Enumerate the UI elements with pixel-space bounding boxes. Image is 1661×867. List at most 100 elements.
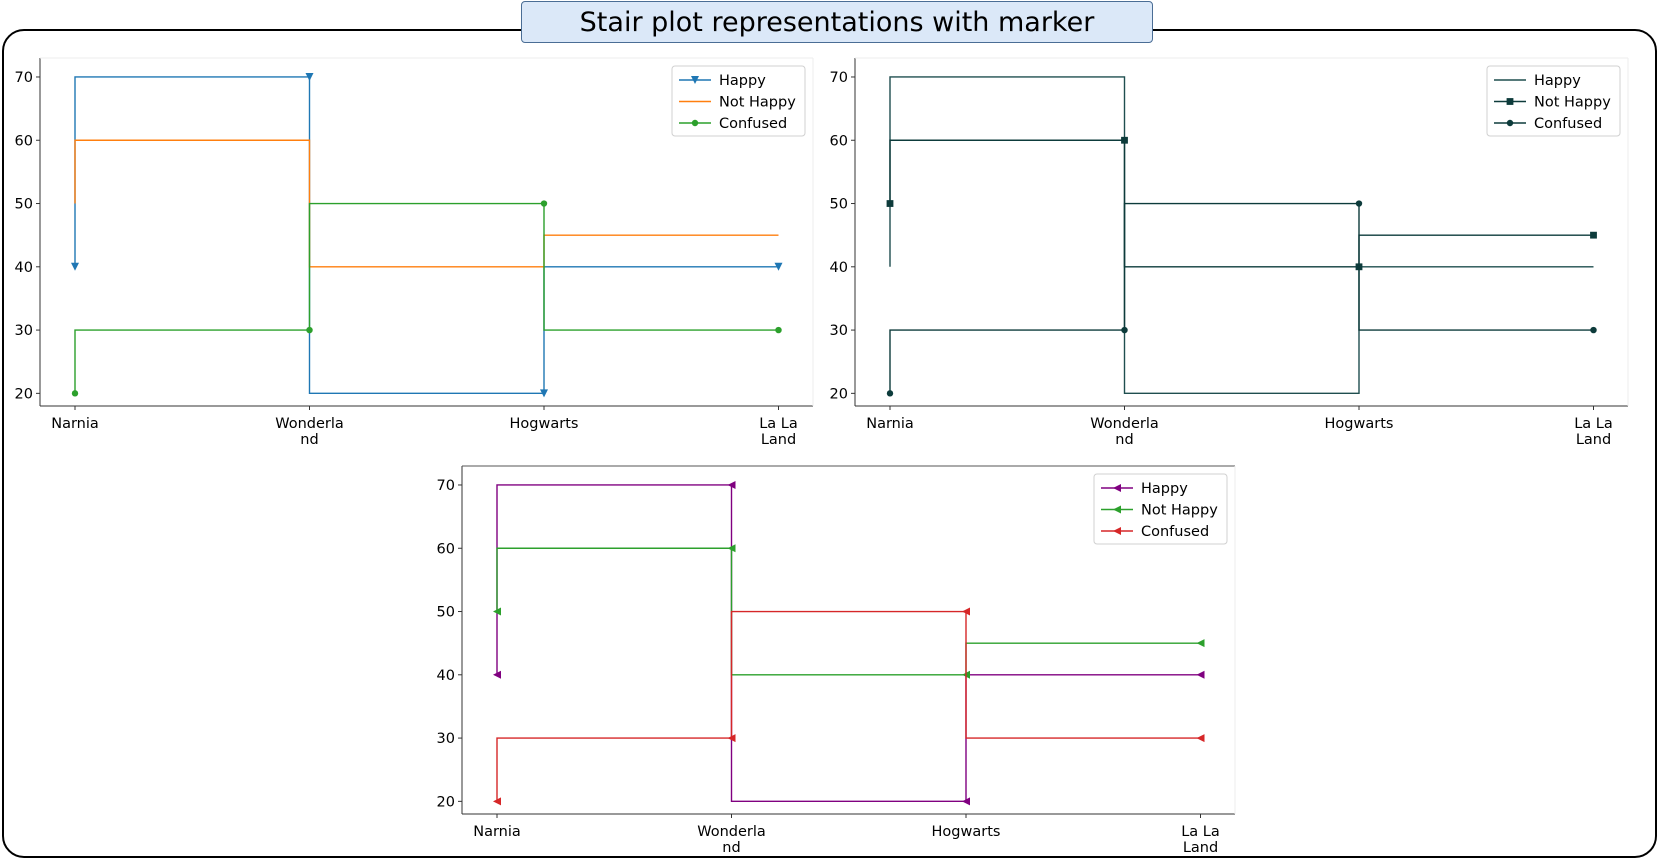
data-point-happy <box>962 797 970 806</box>
legend-box <box>1486 65 1621 137</box>
x-tick-label: Hogwarts <box>1325 416 1394 432</box>
data-point-not-happy <box>493 607 501 616</box>
data-point-happy <box>71 262 79 271</box>
x-tick-label-line: La La <box>759 416 798 432</box>
y-tick-label: 40 <box>830 260 848 276</box>
chart-panel-1: 20 30 40 50 60 70 Narnia Wonderla nd Hogwarts La L… <box>15 57 814 448</box>
data-point-not-happy <box>1121 136 1128 144</box>
y-tick-label: 30 <box>15 323 33 339</box>
x-tick-label-line: Hogwarts <box>1325 416 1394 432</box>
x-tick-label: Wonderla nd <box>1090 416 1159 448</box>
x-tick-label-line: Land <box>1183 840 1218 856</box>
legend: Happy Not Happy Confused <box>1093 473 1228 545</box>
chart-panel-3: 20 30 40 50 60 70 Narnia Wonderla nd Hogwarts La L… <box>437 465 1236 856</box>
legend-swatch-marker <box>1506 119 1514 127</box>
x-tick-label-line: Wonderla <box>275 416 344 432</box>
legend: Happy Not Happy Confused <box>1486 65 1621 137</box>
x-tick-label-line: Wonderla <box>697 824 766 840</box>
legend-label-happy: Happy <box>1534 73 1581 89</box>
x-tick-label-line: Hogwarts <box>510 416 579 432</box>
x-tick-label-line: Narnia <box>473 824 521 840</box>
legend-label-confused: Confused <box>719 116 787 132</box>
data-point-not-happy <box>727 544 736 553</box>
legend: Happy Not Happy Confused <box>671 65 806 137</box>
data-point-happy <box>305 72 314 81</box>
x-tick-label-line: La La <box>1181 824 1220 840</box>
y-tick-label: 20 <box>437 794 455 810</box>
data-point-happy <box>727 480 736 489</box>
y-tick-label: 70 <box>830 70 848 86</box>
y-tick-label: 60 <box>437 541 455 557</box>
legend-swatch-marker <box>691 119 699 127</box>
x-tick-label: Hogwarts <box>932 824 1001 840</box>
x-tick-label: La La Land <box>759 416 798 448</box>
data-point-confused <box>1590 326 1597 334</box>
x-tick-label: Hogwarts <box>510 416 579 432</box>
x-tick-label: Narnia <box>866 416 914 432</box>
chart-panel-2: 20 30 40 50 60 70 Narnia Wonderla nd Hogwarts La L… <box>830 57 1629 448</box>
y-tick-label: 60 <box>15 133 33 149</box>
legend-box <box>1093 473 1228 545</box>
x-tick-label-line: Narnia <box>866 416 914 432</box>
series-confused <box>886 200 1597 397</box>
data-point-confused <box>71 390 79 397</box>
x-tick-label-line: nd <box>300 432 318 448</box>
y-tick-label: 50 <box>830 197 848 213</box>
data-point-confused <box>1121 326 1128 334</box>
series-confused <box>71 200 782 397</box>
data-point-happy <box>540 389 548 398</box>
legend-label-happy: Happy <box>1141 481 1188 497</box>
x-tick-label-line: Narnia <box>51 416 99 432</box>
series-line-confused <box>889 202 1594 394</box>
data-point-not-happy <box>1590 231 1597 239</box>
data-point-confused <box>962 607 970 616</box>
y-tick-label: 20 <box>830 386 848 402</box>
x-tick-label: La La Land <box>1574 416 1613 448</box>
data-point-not-happy <box>1196 639 1205 648</box>
data-point-confused <box>886 390 894 397</box>
series-line-confused <box>74 202 779 394</box>
legend-label-happy: Happy <box>719 73 766 89</box>
data-point-confused <box>493 797 501 806</box>
data-point-not-happy <box>886 200 894 207</box>
legend-label-not-happy: Not Happy <box>719 95 796 111</box>
data-point-confused <box>727 734 736 743</box>
series-confused <box>493 607 1205 806</box>
y-tick-label: 60 <box>830 133 848 149</box>
legend-label-confused: Confused <box>1141 524 1209 540</box>
y-tick-label: 40 <box>437 668 455 684</box>
data-point-confused <box>1355 200 1363 207</box>
x-tick-label-line: La La <box>1574 416 1613 432</box>
data-point-confused <box>306 326 313 334</box>
data-point-happy <box>1196 670 1205 679</box>
y-tick-label: 20 <box>15 386 33 402</box>
data-point-happy <box>774 262 783 271</box>
x-tick-label-line: nd <box>1115 432 1133 448</box>
x-tick-label-line: Wonderla <box>1090 416 1159 432</box>
x-tick-label: Wonderla nd <box>697 824 766 856</box>
x-tick-label-line: Land <box>761 432 796 448</box>
data-point-confused <box>540 200 548 207</box>
y-tick-label: 70 <box>437 478 455 494</box>
legend-swatch-marker <box>691 76 699 84</box>
legend-box <box>671 65 806 137</box>
legend-swatch-marker <box>1113 505 1121 514</box>
y-tick-label: 50 <box>437 605 455 621</box>
data-point-confused <box>1196 734 1205 743</box>
x-tick-label: Wonderla nd <box>275 416 344 448</box>
y-tick-label: 30 <box>830 323 848 339</box>
figure-title: Stair plot representations with marker <box>521 1 1153 43</box>
legend-swatch-marker <box>1506 98 1514 105</box>
y-tick-label: 70 <box>15 70 33 86</box>
series-line-confused <box>496 610 1201 802</box>
x-tick-label: La La Land <box>1181 824 1220 856</box>
figure-frame <box>2 29 1657 858</box>
legend-label-not-happy: Not Happy <box>1141 503 1218 519</box>
legend-label-not-happy: Not Happy <box>1534 95 1611 111</box>
y-tick-label: 30 <box>437 731 455 747</box>
x-tick-label: Narnia <box>473 824 521 840</box>
x-tick-label-line: Land <box>1576 432 1611 448</box>
x-tick-label-line: nd <box>722 840 740 856</box>
x-tick-label-line: Hogwarts <box>932 824 1001 840</box>
